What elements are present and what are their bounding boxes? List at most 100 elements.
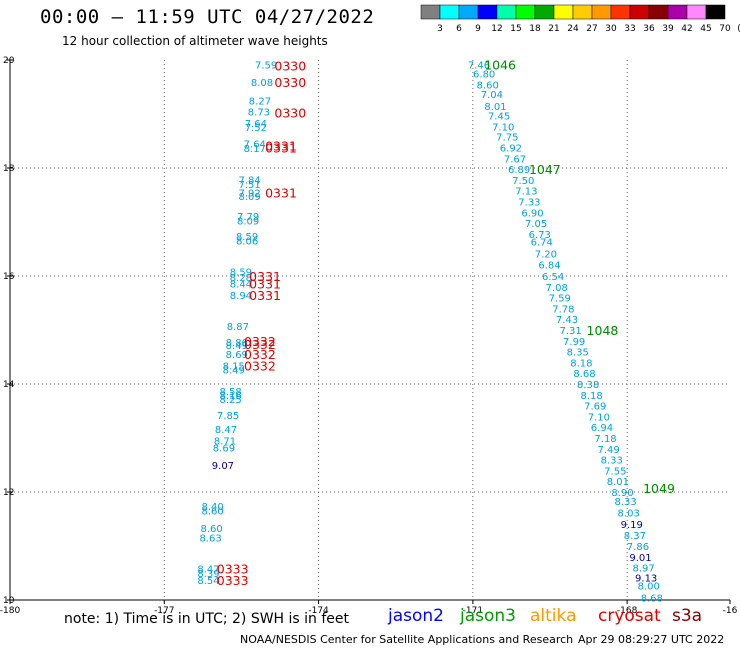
pass-number-label: 0333 [217,573,249,588]
swh-point-label: 8.54 [197,576,219,587]
pass-number-label: 0330 [274,58,306,73]
swh-point-label: 9.07 [212,461,234,472]
x-tick-label: -171 [463,606,483,616]
swh-point-label: 8.49 [226,341,248,352]
swh-point-label: 8.06 [236,236,258,247]
swh-point-label: 9.01 [629,553,651,564]
colorbar-swatch [439,4,460,20]
swh-point-label: 8.09 [237,216,259,227]
swh-point-label: 7.84 [239,175,261,186]
colorbar-swatch [534,4,555,20]
colorbar-swatch [496,4,517,20]
swh-point-label: 8.71 [214,437,236,448]
swh-point-label: 7.10 [492,122,514,133]
swh-point-label: 8.39 [197,569,219,580]
colorbar-label: (ft) [737,24,740,34]
swh-point-label: 7.64 [244,140,266,151]
swh-point-label: 8.00 [638,581,660,592]
pass-number-label: 0330 [274,75,306,90]
colorbar-swatch [572,4,593,20]
swh-point-label: 8.28 [230,273,252,284]
swh-point-label: 8.60 [201,506,223,517]
colorbar-swatch [648,4,669,20]
swh-point-label: 8.58 [219,387,241,398]
colorbar-label: 6 [456,24,462,34]
swh-point-label: 8.90 [611,488,633,499]
swh-point-label: 7.52 [245,123,267,134]
swh-point-label: 8.86 [226,338,248,349]
footer-note: note: 1) Time is in UTC; 2) SWH is in fe… [64,611,350,627]
swh-point-label: 8.60 [477,80,499,91]
swh-point-label: 8.38 [577,380,599,391]
colorbar-swatch [420,4,441,20]
swh-point-label: 6.73 [529,230,551,241]
colorbar-label: 18 [529,24,541,34]
swh-point-label: 7.51 [239,180,261,191]
pass-number-label: 0331 [265,140,297,155]
swh-point-label: 8.33 [614,497,636,508]
colorbar-swatch [477,4,498,20]
x-tick-label: -174 [308,606,329,616]
colorbar-swatch [515,4,536,20]
swh-point-label: 8.17 [244,144,266,155]
x-tick-label: -168 [617,606,638,616]
chart-axes: -180 -177 -174 -171 -168 -16 10 12 14 16 18 20 [0,56,738,616]
colorbar-swatch [705,4,726,20]
y-tick-label: 10 [3,596,15,606]
y-tick-label: 18 [3,164,15,174]
swh-point-label: 7.75 [496,133,518,144]
colorbar-label: 9 [475,24,481,34]
colorbar-label: 24 [567,24,579,34]
swh-point-label: 7.05 [525,219,547,230]
swh-point-label: 7.49 [597,445,619,456]
pass-number-label: 0331 [265,138,297,153]
swh-point-label: 8.87 [227,322,249,333]
pass-number-label: 1048 [587,323,619,338]
swh-point-label: 6.54 [542,272,564,283]
colorbar-label: 39 [662,24,674,34]
swh-point-label: 8.68 [573,369,595,380]
swh-point-label: 7.46 [468,60,490,71]
swh-point-label: 7.59 [255,60,277,71]
swh-point-label: 8.60 [200,524,222,535]
legend-s3a: s3a [672,606,703,626]
pass-number-label: 0332 [244,359,276,374]
swh-point-label: 7.59 [549,294,571,305]
swh-point-label: 8.47 [197,565,219,576]
swh-point-label: 8.68 [641,593,663,604]
swh-point-label: 8.44 [230,280,252,291]
swh-point-label: 8.35 [567,348,589,359]
colorbar-label: 33 [624,24,635,34]
colorbar-label: 42 [681,24,692,34]
swh-point-label: 7.79 [237,212,259,223]
pass-number-label: 0332 [244,347,276,362]
colorbar-label: 15 [510,24,521,34]
swh-point-label: 7.18 [594,434,616,445]
colorbar-swatch [629,4,650,20]
pass-number-label: 0331 [249,277,281,292]
swh-point-label: 8.16 [219,391,241,402]
pass-number-label: 0332 [244,334,276,349]
pass-number-label: 1049 [643,481,675,496]
credit-line: NOAA/NESDIS Center for Satellite Applica… [240,633,574,646]
chart-subtitle: 12 hour collection of altimeter wave hei… [62,34,328,48]
swh-point-label: 7.45 [488,112,510,123]
colorbar-swatch [553,4,574,20]
legend-jason3: jason3 [460,606,516,626]
legend-jason2: jason2 [388,606,444,626]
swh-point-label: 7.31 [559,326,581,337]
colorbar-swatch [686,4,707,20]
colorbar-label: 45 [700,24,711,34]
swh-point-label: 8.33 [601,456,623,467]
swh-point-label: 8.18 [581,391,603,402]
swh-point-label: 7.55 [604,466,626,477]
swh-point-label: 7.04 [481,90,503,101]
chart-title: 00:00 – 11:59 UTC 04/27/2022 [40,6,375,28]
pass-number-label: 0331 [249,269,281,284]
swh-point-label: 6.74 [531,237,553,248]
swh-point-label: 6.80 [473,70,495,81]
swh-point-label: 7.10 [588,412,610,423]
swh-point-label: 6.94 [591,423,613,434]
chart-grid [10,60,730,600]
